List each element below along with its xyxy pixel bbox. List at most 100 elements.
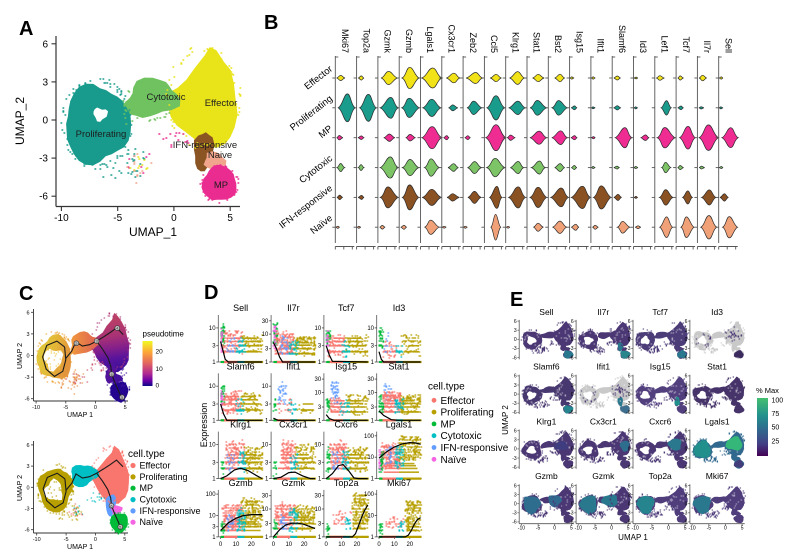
svg-text:-10: -10 (54, 213, 69, 224)
svg-text:Top2a: Top2a (361, 28, 371, 53)
svg-text:0: 0 (685, 392, 688, 398)
svg-text:6: 6 (571, 319, 574, 325)
svg-text:3: 3 (685, 492, 688, 498)
svg-text:3: 3 (628, 328, 631, 334)
svg-text:30: 30 (315, 377, 322, 383)
svg-text:20: 20 (156, 349, 164, 356)
svg-text:Isg15: Isg15 (335, 361, 357, 371)
svg-text:3: 3 (265, 402, 269, 408)
svg-text:Bst2: Bst2 (553, 35, 563, 53)
svg-text:0: 0 (42, 116, 48, 127)
svg-text:10: 10 (315, 326, 322, 332)
svg-text:-6: -6 (512, 465, 517, 471)
svg-text:3: 3 (265, 522, 269, 528)
svg-text:30: 30 (262, 494, 269, 500)
svg-text:0: 0 (514, 337, 517, 343)
svg-text:Ifit1: Ifit1 (596, 38, 606, 53)
svg-text:0: 0 (628, 447, 631, 453)
svg-text:3: 3 (685, 383, 688, 389)
svg-text:-6: -6 (25, 528, 30, 534)
svg-text:20: 20 (301, 542, 308, 548)
svg-text:-6: -6 (683, 355, 688, 361)
svg-text:5: 5 (123, 537, 126, 543)
svg-text:Gzmb: Gzmb (535, 471, 558, 481)
svg-text:-6: -6 (626, 410, 631, 416)
svg-text:B: B (264, 12, 278, 34)
svg-text:0: 0 (571, 392, 574, 398)
svg-text:10: 10 (233, 542, 240, 548)
svg-text:Slamf6: Slamf6 (533, 362, 560, 372)
svg-text:IFN-responsive: IFN-responsive (441, 443, 509, 454)
svg-text:10: 10 (209, 443, 216, 449)
svg-text:5: 5 (227, 213, 233, 224)
svg-text:UMAP_1: UMAP_1 (129, 225, 177, 239)
svg-text:MP: MP (214, 180, 228, 191)
svg-text:0: 0 (26, 354, 29, 360)
svg-text:10: 10 (285, 542, 292, 548)
svg-text:5: 5 (627, 526, 630, 532)
svg-text:10: 10 (367, 390, 374, 396)
svg-text:1: 1 (371, 477, 375, 483)
svg-text:-5: -5 (536, 526, 541, 532)
svg-text:5: 5 (121, 395, 124, 400)
svg-text:5: 5 (741, 526, 744, 532)
svg-text:1: 1 (318, 418, 322, 424)
svg-text:0: 0 (571, 447, 574, 453)
svg-text:-6: -6 (569, 465, 574, 471)
svg-text:6: 6 (111, 372, 114, 377)
svg-text:0: 0 (26, 485, 29, 491)
svg-text:Top2a: Top2a (334, 478, 359, 488)
svg-text:6: 6 (42, 39, 48, 50)
svg-text:D: D (204, 282, 218, 304)
svg-text:2: 2 (75, 341, 78, 346)
svg-text:3: 3 (42, 77, 48, 88)
svg-text:Zeb2: Zeb2 (468, 32, 478, 53)
svg-text:0: 0 (514, 447, 517, 453)
svg-text:Tcf7: Tcf7 (681, 36, 691, 53)
svg-text:6: 6 (628, 319, 631, 325)
svg-text:0: 0 (325, 542, 329, 548)
svg-text:Effector: Effector (205, 98, 238, 109)
svg-text:3: 3 (628, 383, 631, 389)
svg-text:5: 5 (570, 526, 573, 532)
svg-text:6: 6 (628, 483, 631, 489)
svg-text:20: 20 (406, 542, 413, 548)
svg-text:30: 30 (367, 377, 374, 383)
svg-text:75: 75 (772, 411, 780, 418)
svg-text:1: 1 (212, 477, 216, 483)
svg-text:Gzmb: Gzmb (404, 29, 414, 53)
svg-text:-3: -3 (569, 401, 574, 407)
svg-text:3: 3 (571, 383, 574, 389)
svg-text:-6: -6 (626, 355, 631, 361)
svg-text:-5: -5 (650, 526, 655, 532)
svg-text:Lgals1: Lgals1 (705, 416, 730, 426)
svg-text:UMAP 1: UMAP 1 (67, 544, 93, 551)
svg-text:6: 6 (685, 374, 688, 380)
svg-text:-3: -3 (512, 456, 517, 462)
svg-text:10: 10 (262, 332, 269, 338)
svg-text:4: 4 (116, 326, 119, 331)
svg-text:20: 20 (248, 542, 255, 548)
svg-text:6: 6 (571, 483, 574, 489)
svg-text:1: 1 (212, 360, 216, 366)
svg-text:IFN-responsive: IFN-responsive (140, 506, 201, 516)
svg-text:10: 10 (315, 507, 322, 513)
svg-text:0: 0 (94, 405, 97, 411)
svg-text:1: 1 (371, 535, 375, 541)
svg-text:-6: -6 (25, 397, 30, 403)
svg-text:30: 30 (315, 494, 322, 500)
svg-text:cell.type: cell.type (428, 382, 465, 393)
svg-text:UMAP 1: UMAP 1 (67, 412, 93, 419)
svg-text:0: 0 (272, 542, 276, 548)
svg-text:A: A (19, 18, 33, 40)
svg-text:Naïve: Naïve (140, 517, 164, 527)
svg-text:6: 6 (514, 374, 517, 380)
svg-text:pseudotime: pseudotime (143, 330, 185, 339)
svg-text:3: 3 (685, 328, 688, 334)
svg-text:-10: -10 (32, 405, 40, 411)
svg-text:10: 10 (391, 542, 398, 548)
svg-text:10: 10 (367, 455, 374, 461)
svg-text:10: 10 (262, 384, 269, 390)
svg-text:3: 3 (212, 344, 216, 350)
svg-text:100: 100 (364, 492, 375, 498)
